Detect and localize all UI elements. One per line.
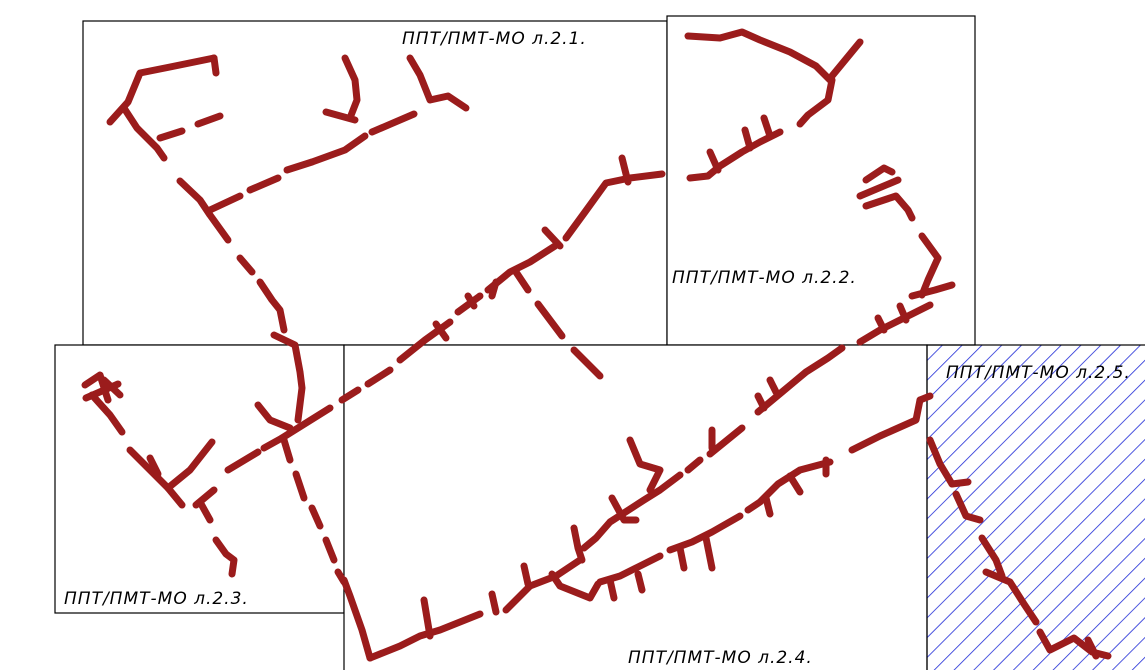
route-segment [196, 498, 214, 524]
route-segment [278, 404, 334, 442]
route-segment [570, 346, 604, 380]
route-segment [541, 226, 564, 250]
route-segment [634, 570, 646, 594]
route-segment [982, 568, 1040, 626]
route-segment [754, 392, 768, 412]
sheet-2-2-label: ППТ/ПМТ-МО л.2.2. [672, 268, 857, 288]
route-segment [754, 344, 846, 416]
pipeline-routes [81, 28, 1112, 662]
route-segment [194, 112, 224, 128]
route-segment [406, 54, 470, 112]
sheet-2-5-label: ППТ/ПМТ-МО л.2.5. [946, 363, 1131, 383]
route-segment [926, 436, 956, 488]
route-segment [856, 176, 902, 200]
route-segment [126, 446, 186, 509]
route-segment [488, 590, 500, 616]
route-segment [562, 170, 666, 242]
route-segment [684, 28, 834, 84]
route-segment [626, 436, 664, 494]
route-segment [164, 438, 216, 492]
route-segment [246, 174, 282, 194]
route-segment [608, 494, 640, 524]
route-segment [766, 376, 780, 396]
route-segment [210, 54, 220, 77]
route-segment [706, 148, 722, 174]
route-segment [432, 320, 450, 342]
route-segment [364, 366, 394, 388]
route-segment [88, 391, 126, 436]
route-segment [512, 268, 532, 294]
sheet-2-2-frame [666, 15, 976, 346]
route-segment [862, 192, 916, 222]
route-segment [908, 281, 956, 300]
route-segment [618, 154, 632, 186]
route-segment [580, 471, 684, 552]
route-segment [120, 104, 168, 162]
route-segment [254, 401, 294, 432]
route-segment [918, 232, 942, 262]
route-segment [548, 570, 602, 602]
route-segment [676, 544, 688, 572]
route-segment [488, 278, 500, 300]
route-segment [706, 424, 746, 458]
route-segment [308, 504, 324, 530]
route-segment [570, 524, 586, 564]
route-segment [100, 376, 124, 399]
route-segment [146, 454, 162, 478]
sheet-2-4-label: ППТ/ПМТ-МО л.2.4. [628, 648, 813, 668]
route-segment [206, 192, 244, 214]
route-segment [464, 292, 478, 310]
route-segment [702, 534, 716, 572]
sheet-2-3-label: ППТ/ПМТ-МО л.2.3. [64, 589, 249, 609]
route-segment [292, 470, 308, 502]
route-segment [978, 534, 1006, 580]
route-segment [874, 314, 888, 334]
route-segment [862, 164, 896, 184]
route-segment [744, 458, 834, 514]
route-segment [334, 568, 348, 586]
route-segment [341, 54, 361, 122]
route-segment [520, 562, 532, 588]
route-segment [952, 490, 984, 524]
route-segment [260, 434, 286, 452]
route-segment [368, 110, 418, 136]
route-segment [786, 472, 804, 496]
route-segment [1084, 636, 1100, 660]
route-segment [256, 278, 288, 334]
route-segment [948, 478, 972, 488]
route-segment [322, 536, 338, 564]
route-segment [236, 254, 256, 276]
route-segment [322, 108, 359, 124]
route-segment [762, 494, 774, 518]
route-segment [338, 386, 362, 404]
route-segment [212, 536, 238, 578]
route-segment [741, 126, 754, 152]
route-segment [340, 576, 374, 662]
route-segment [420, 596, 434, 640]
route-segment [156, 127, 186, 142]
route-segment [176, 177, 232, 244]
route-segment [856, 301, 934, 346]
route-segment [606, 576, 618, 602]
route-segment [280, 436, 294, 464]
route-segment [270, 331, 306, 424]
route-segment [896, 302, 910, 324]
route-segment [848, 396, 924, 454]
route-segment [308, 132, 369, 166]
sheet-2-1-label: ППТ/ПМТ-МО л.2.1. [402, 29, 587, 49]
route-segment [916, 392, 934, 404]
route-segment [828, 38, 864, 80]
route-segment [796, 76, 836, 128]
route-segment [283, 158, 316, 174]
route-segment [760, 114, 774, 140]
route-segment [224, 448, 262, 474]
route-segment [684, 456, 704, 474]
route-segment [686, 128, 784, 182]
route-segment [534, 300, 566, 340]
